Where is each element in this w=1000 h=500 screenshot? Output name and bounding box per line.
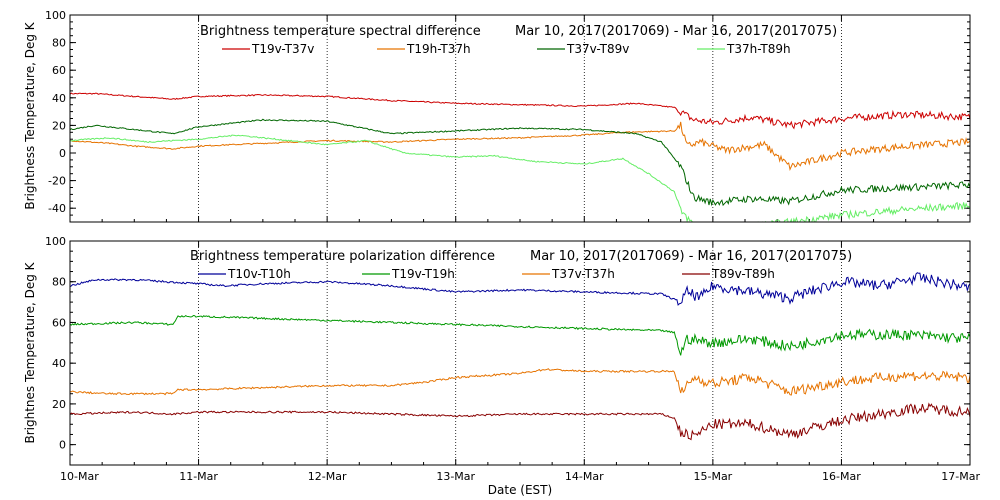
legend-label-t37v-t37h: T37v-T37h bbox=[551, 267, 615, 281]
polarization-x-tick-label: 12-Mar bbox=[308, 470, 347, 483]
polarization-y-tick-label: 80 bbox=[52, 276, 66, 289]
polarization-series-lines bbox=[70, 272, 970, 441]
polarization-y-tick-label: 60 bbox=[52, 316, 66, 329]
series-line-t37v-t89v bbox=[70, 118, 970, 207]
polarization-difference-panel: Brightness temperature polarization diff… bbox=[23, 235, 980, 497]
legend-label-t37v-t89v: T37v-T89v bbox=[566, 42, 629, 56]
polarization-y-tick-label: 100 bbox=[45, 235, 66, 248]
polarization-chart-title: Brightness temperature polarization diff… bbox=[190, 249, 495, 264]
series-line-t19v-t37v bbox=[70, 92, 970, 130]
legend-label-t19h-t37h: T19h-T37h bbox=[406, 42, 471, 56]
polarization-chart-date-range: Mar 10, 2017(2017069) - Mar 16, 2017(201… bbox=[530, 249, 852, 264]
polarization-y-tick-label: 0 bbox=[59, 439, 66, 452]
legend-label-t19v-t37v: T19v-T37v bbox=[251, 42, 314, 56]
spectral-y-tick-label: 0 bbox=[59, 147, 66, 160]
series-line-t10v-t10h bbox=[70, 272, 970, 306]
x-axis-label: Date (EST) bbox=[488, 483, 552, 497]
series-line-t37h-t89h bbox=[70, 134, 970, 222]
polarization-x-tick-label: 13-Mar bbox=[436, 470, 475, 483]
spectral-plot-frame bbox=[69, 14, 971, 223]
polarization-x-tick-label: 15-Mar bbox=[693, 470, 732, 483]
legend-label-t10v-t10h: T10v-T10h bbox=[227, 267, 291, 281]
series-line-t37v-t37h bbox=[70, 368, 970, 396]
polarization-y-tick-label: 40 bbox=[52, 357, 66, 370]
polarization-x-tick-label: 14-Mar bbox=[565, 470, 604, 483]
polarization-x-tick-label: 11-Mar bbox=[179, 470, 218, 483]
polarization-x-tick-label: 17-Mar bbox=[941, 470, 980, 483]
legend-label-t89v-t89h: T89v-T89h bbox=[711, 267, 775, 281]
polarization-x-tick-label: 16-Mar bbox=[822, 470, 861, 483]
spectral-chart-date-range: Mar 10, 2017(2017069) - Mar 16, 2017(201… bbox=[515, 24, 837, 39]
spectral-y-tick-label: 60 bbox=[52, 64, 66, 77]
polarization-y-axis-label: Brightnes Temperature, Deg K bbox=[23, 261, 37, 443]
spectral-chart-title: Brightness temperature spectral differen… bbox=[200, 24, 481, 39]
spectral-y-tick-label: 100 bbox=[45, 9, 66, 22]
legend-label-t37h-t89h: T37h-T89h bbox=[726, 42, 791, 56]
spectral-y-axis-label: Brightness Temperature, Deg K bbox=[23, 21, 37, 209]
spectral-series-lines bbox=[70, 92, 970, 222]
spectral-y-tick-label: 20 bbox=[52, 119, 66, 132]
series-line-t89v-t89h bbox=[70, 402, 970, 441]
spectral-y-tick-label: 80 bbox=[52, 37, 66, 50]
polarization-plot-frame bbox=[69, 240, 971, 466]
spectral-y-tick-label: 40 bbox=[52, 92, 66, 105]
spectral-y-tick-label: -40 bbox=[48, 202, 66, 215]
polarization-y-tick-label: 20 bbox=[52, 398, 66, 411]
series-line-t19v-t19h bbox=[70, 314, 970, 356]
polarization-x-tick-label: 10-Mar bbox=[60, 470, 99, 483]
spectral-difference-panel: Brightness temperature spectral differen… bbox=[23, 9, 971, 223]
series-line-t19h-t37h bbox=[70, 121, 970, 172]
spectral-y-tick-label: -20 bbox=[48, 175, 66, 188]
legend-label-t19v-t19h: T19v-T19h bbox=[391, 267, 455, 281]
